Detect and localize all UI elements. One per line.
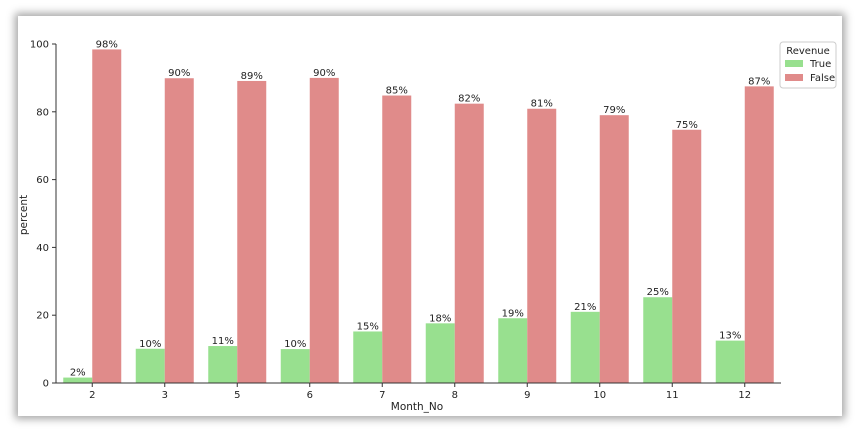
- data-label-true-6: 10%: [284, 339, 306, 350]
- y-tick-label-60: 60: [36, 175, 49, 186]
- bar-false-9: [527, 108, 557, 384]
- data-label-true-10: 21%: [574, 302, 596, 313]
- data-label-false-9: 81%: [531, 99, 553, 110]
- data-label-false-7: 85%: [386, 86, 408, 97]
- y-tick-label-40: 40: [36, 243, 49, 254]
- y-tick-label-100: 100: [30, 40, 49, 51]
- data-label-true-2: 2%: [70, 368, 86, 379]
- x-tick-label-12: 12: [738, 390, 751, 401]
- data-label-false-5: 89%: [241, 71, 263, 82]
- x-tick-label-5: 5: [234, 390, 240, 401]
- y-tick-label-0: 0: [43, 379, 49, 390]
- data-label-true-3: 10%: [139, 339, 161, 350]
- legend-title: Revenue: [786, 46, 830, 57]
- legend-label-false: False: [810, 73, 835, 84]
- bar-true-2: [63, 377, 93, 383]
- y-tick-label-80: 80: [36, 107, 49, 118]
- data-label-true-9: 19%: [502, 308, 524, 319]
- bar-chart: 2%98%10%90%11%89%10%90%15%85%18%82%19%81…: [18, 39, 837, 413]
- data-label-false-10: 79%: [603, 105, 625, 116]
- data-label-false-11: 75%: [676, 120, 698, 131]
- data-labels-layer: 2% 98% 10% 90% 11% 89% 10% 90% 15% 85% 18% 82% 19% 81…: [70, 39, 771, 378]
- y-axis-label: percent: [18, 195, 30, 235]
- y-tick-label-20: 20: [36, 311, 49, 322]
- data-label-true-12: 13%: [719, 331, 741, 342]
- x-tick-label-11: 11: [666, 390, 679, 401]
- legend-swatch-false: [785, 74, 803, 81]
- bar-true-7: [353, 331, 383, 383]
- data-label-false-2: 98%: [96, 39, 118, 50]
- bar-false-10: [599, 115, 629, 383]
- bar-true-3: [135, 348, 165, 383]
- data-label-false-8: 82%: [458, 94, 480, 105]
- bar-true-11: [643, 297, 673, 383]
- x-tick-label-3: 3: [162, 390, 168, 401]
- axes-layer: 2 3 5 6 7 8 9 10 11 12 0 20 40 60 80 100: [30, 40, 781, 401]
- x-tick-label-2: 2: [89, 390, 95, 401]
- bar-true-10: [570, 311, 600, 383]
- x-tick-label-8: 8: [452, 390, 458, 401]
- bars-layer: [63, 49, 774, 384]
- data-label-true-7: 15%: [357, 321, 379, 332]
- bar-false-7: [382, 95, 412, 383]
- data-label-true-11: 25%: [647, 287, 669, 298]
- bar-false-8: [454, 103, 484, 383]
- legend-swatch-true: [785, 60, 803, 67]
- bar-true-6: [280, 349, 310, 383]
- chart-frame: 2% 98% 10% 90% 11% 89% 10% 90% 15% 85% 18% 82% 19% 81…: [18, 16, 842, 416]
- bar-false-12: [744, 86, 774, 383]
- data-label-false-3: 90%: [168, 68, 190, 79]
- x-tick-label-9: 9: [524, 390, 530, 401]
- legend-label-true: True: [809, 59, 831, 70]
- data-label-true-5: 11%: [212, 336, 234, 347]
- bar-false-6: [309, 77, 339, 384]
- data-label-true-8: 18%: [429, 313, 451, 324]
- bar-true-8: [425, 323, 455, 383]
- bar-false-11: [672, 129, 702, 383]
- bar-false-2: [92, 49, 122, 383]
- bar-true-9: [498, 318, 528, 383]
- bar-true-12: [715, 340, 745, 383]
- legend: Revenue True False: [779, 41, 837, 89]
- bar-false-3: [164, 78, 194, 383]
- x-tick-label-10: 10: [593, 390, 606, 401]
- x-tick-label-7: 7: [379, 390, 385, 401]
- x-tick-label-6: 6: [307, 390, 313, 401]
- x-axis-label: Month_No: [391, 401, 443, 413]
- bar-false-5: [237, 80, 267, 384]
- data-label-false-6: 90%: [313, 68, 335, 79]
- data-label-false-12: 87%: [748, 76, 770, 87]
- bar-true-5: [208, 346, 238, 383]
